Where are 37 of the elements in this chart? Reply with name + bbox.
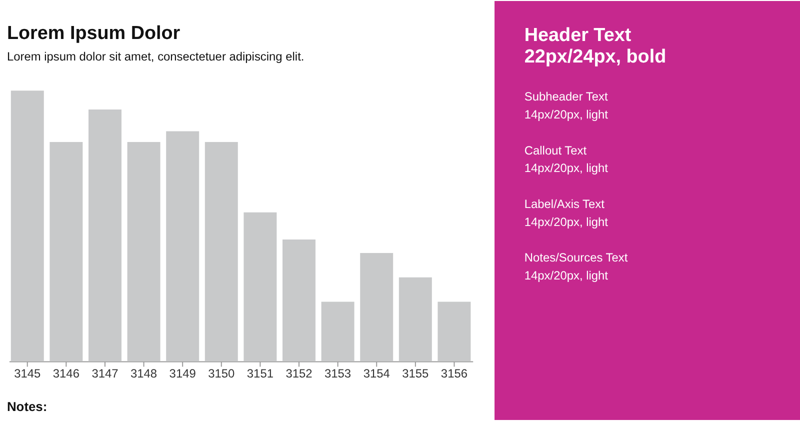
chart-subtitle: Lorem ipsum dolor sit amet, consectetuer adipiscing elit.	[6, 50, 304, 64]
bar	[398, 277, 432, 362]
x-tick-label: 3145	[14, 366, 42, 381]
bar	[244, 212, 277, 362]
x-tick-label: 3147	[92, 366, 119, 381]
text: 14px/20px, light	[524, 161, 609, 176]
text: Label/Axis Text	[524, 197, 606, 212]
x-tick-label: 3146	[52, 366, 80, 381]
x-tick-label: 3149	[169, 366, 196, 381]
x-tick-label: 3150	[208, 366, 236, 381]
x-tick-label: 3154	[363, 366, 390, 381]
x-tick-label: 3151	[246, 366, 274, 381]
bar	[88, 110, 122, 362]
bar	[360, 252, 394, 362]
text: Header Text	[524, 24, 632, 46]
text: Callout Text	[524, 143, 588, 158]
x-tick-label: 3156	[440, 366, 468, 381]
x-tick-label: 3148	[130, 366, 158, 381]
x-tick-label: 3153	[324, 366, 352, 381]
text: Notes:	[6, 399, 48, 414]
bar	[166, 131, 200, 362]
x-tick-label: 3155	[402, 366, 430, 381]
text: 22px/24px, bold	[524, 46, 666, 68]
bar	[204, 142, 238, 362]
text: 14px/20px, light	[524, 268, 609, 283]
text: Notes/Sources Text	[524, 250, 628, 265]
x-tick-label: 3152	[286, 366, 313, 381]
bar	[438, 302, 471, 362]
chart-title: Lorem Ipsum Dolor	[6, 22, 181, 44]
text: Subheader Text	[524, 90, 608, 104]
bar	[10, 90, 44, 362]
bar	[282, 239, 316, 362]
bar	[50, 142, 83, 362]
bar	[321, 302, 354, 362]
bar	[127, 142, 160, 362]
text: 14px/20px, light	[524, 107, 609, 122]
text: 14px/20px, light	[524, 214, 609, 229]
